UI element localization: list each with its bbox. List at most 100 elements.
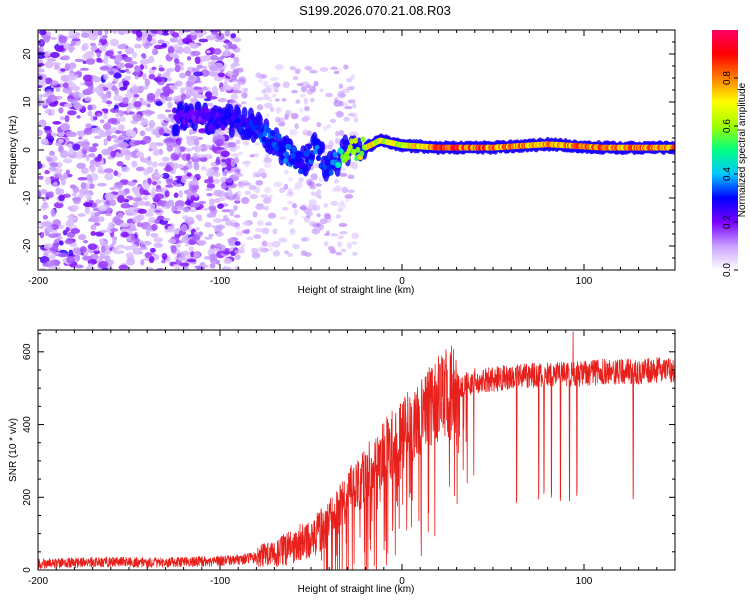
spectrogram-noise-cell [71, 131, 77, 136]
spectrogram-noise-cell [180, 93, 187, 101]
spectrogram-noise-cell [144, 252, 152, 259]
spectrogram-signal-cell [289, 159, 295, 166]
spectrogram-noise-cell [299, 93, 306, 98]
spectrogram-noise-cell [59, 150, 69, 159]
spectrogram-noise-cell [98, 260, 109, 269]
spectrogram-noise-cell [177, 256, 188, 262]
spectrogram-noise-cell [124, 135, 130, 141]
snr-y-tick-label: 600 [22, 343, 33, 360]
spectrogram-noise-cell [334, 185, 342, 192]
spectrogram-noise-cell [215, 231, 224, 237]
spectrogram-noise-cell [262, 205, 270, 211]
spectrogram-noise-cell [58, 82, 65, 89]
spectrogram-noise-cell [293, 186, 301, 190]
spectrogram-noise-cell [323, 241, 329, 247]
spectrogram-noise-cell [167, 46, 175, 55]
spectrogram-noise-cell [341, 186, 349, 194]
spectrogram-noise-cell [230, 93, 239, 100]
spectrogram-noise-cell [273, 86, 279, 90]
spectrogram-noise-cell [205, 187, 213, 192]
spectrogram-signal-cell [322, 164, 328, 171]
spectrogram-noise-cell [250, 247, 259, 254]
colorbar-tick-label: 0.0 [722, 263, 733, 277]
spectrogram-noise-cell [93, 135, 102, 139]
spectrogram-x-tick-label: 0 [399, 276, 405, 287]
spectrogram-signal-cell [347, 144, 353, 151]
spectrogram-noise-cell [224, 158, 232, 166]
spectrogram-noise-cell [72, 196, 81, 205]
spectrogram-noise-cell [68, 148, 75, 156]
spectrogram-noise-cell [123, 56, 133, 63]
spectrogram-noise-cell [126, 129, 134, 134]
spectrogram-noise-cell [188, 129, 194, 136]
spectrogram-noise-cell [124, 149, 131, 155]
spectrogram-signal-cell [208, 123, 214, 130]
spectrogram-noise-cell [346, 77, 353, 83]
spectrogram-noise-cell [48, 254, 56, 260]
spectrogram-noise-cell [105, 212, 112, 217]
spectrogram-y-label: Frequency (Hz) [8, 116, 19, 185]
spectrogram-noise-cell [309, 69, 318, 74]
spectrogram-noise-cell [254, 96, 264, 101]
spectrogram-noise-cell [119, 116, 126, 122]
spectrogram-noise-cell [114, 61, 120, 65]
spectrogram-noise-cell [196, 154, 207, 158]
spectrogram-noise-cell [55, 266, 61, 270]
spectrogram-signal-cell [309, 154, 315, 161]
spectrogram-noise-cell [97, 169, 107, 174]
spectrogram-noise-cell [253, 234, 262, 239]
spectrogram-noise-cell [144, 42, 153, 47]
spectrogram-noise-cell [166, 67, 175, 72]
spectrogram-noise-cell [99, 65, 110, 71]
spectrogram-noise-cell [95, 231, 105, 237]
spectrogram-noise-cell [111, 239, 117, 246]
spectrogram-noise-cell [204, 91, 213, 98]
spectrogram-noise-cell [122, 80, 130, 87]
spectrogram-noise-cell [108, 70, 115, 76]
spectrogram-noise-cell [52, 181, 58, 187]
spectrogram-noise-cell [142, 195, 149, 201]
spectrogram-noise-cell [162, 85, 171, 94]
spectrogram-noise-cell [254, 171, 261, 176]
spectrogram-noise-cell [206, 183, 216, 189]
snr-x-tick-label: -100 [210, 576, 230, 587]
spectrogram-signal-cell [178, 110, 184, 117]
spectrogram-noise-cell [67, 98, 76, 103]
spectrogram-noise-cell [238, 181, 243, 186]
spectrogram-noise-cell [244, 160, 250, 168]
spectrogram-noise-cell [139, 246, 148, 251]
spectrogram-noise-cell [167, 77, 173, 82]
spectrogram-noise-cell [75, 151, 84, 160]
spectrogram-noise-cell [164, 190, 170, 198]
snr-x-tick-label: -200 [28, 576, 48, 587]
spectrogram-noise-cell [83, 239, 89, 244]
spectrogram-noise-cell [59, 116, 65, 121]
spectrogram-noise-cell [152, 181, 158, 186]
spectrogram-noise-cell [329, 249, 337, 254]
spectrogram-noise-cell [189, 31, 198, 36]
spectrogram-signal-cell [254, 116, 260, 123]
spectrogram-noise-cell [206, 212, 212, 218]
spectrogram-noise-cell [50, 51, 60, 59]
spectrogram-noise-cell [127, 180, 136, 187]
spectrogram-signal-track [171, 101, 675, 182]
spectrogram-noise-cell [287, 187, 293, 195]
spectrogram-noise-cell [55, 187, 61, 195]
spectrogram-noise-cell [169, 37, 178, 43]
spectrogram-noise-cell [213, 48, 222, 55]
spectrogram-noise-cell [217, 203, 224, 209]
colorbar: 0.0 0.2 0.4 0.6 0.8 Normalized spectral ampl… [712, 30, 748, 277]
spectrogram-noise-cell [282, 206, 289, 211]
spectrogram-noise-cell [337, 90, 345, 98]
spectrogram-noise-cell [291, 89, 298, 94]
spectrogram-noise-cell [313, 80, 319, 87]
spectrogram-noise-cell [311, 191, 316, 196]
spectrogram-noise-cell [38, 175, 44, 180]
spectrogram-noise-cell [255, 180, 264, 186]
spectrogram-noise-cell [134, 43, 142, 49]
spectrogram-noise-cell [75, 254, 81, 262]
spectrogram-noise-cell [156, 267, 165, 270]
spectrogram-noise-cell [187, 56, 192, 61]
spectrogram-noise-cell [261, 172, 267, 177]
spectrogram-noise-cell [178, 189, 183, 198]
